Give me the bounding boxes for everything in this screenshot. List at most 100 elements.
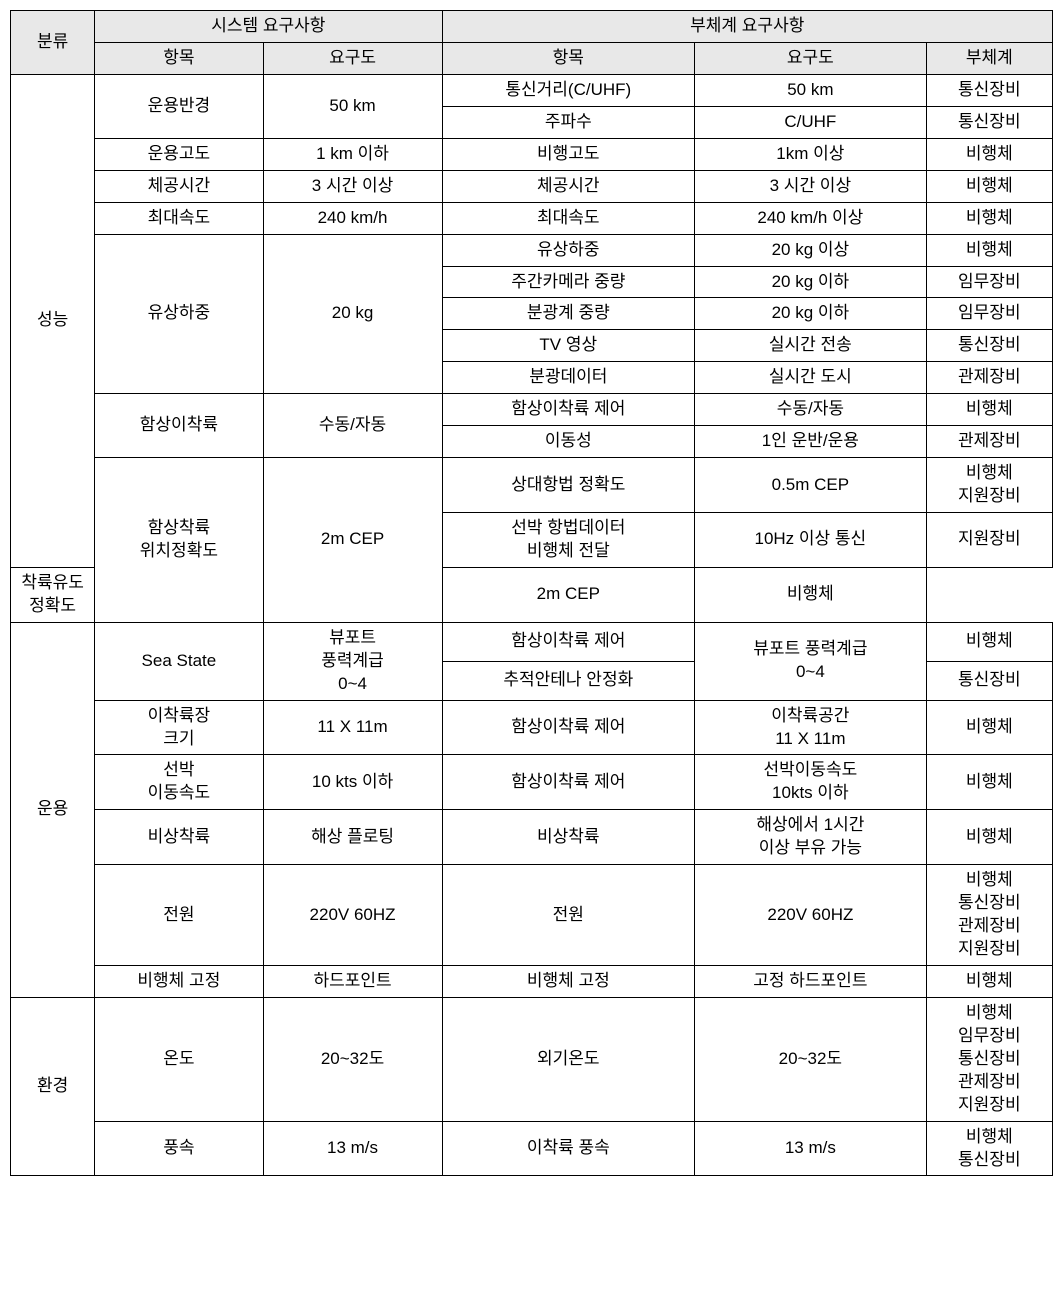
cell: 이동성 <box>442 426 695 458</box>
cell: 3 시간 이상 <box>263 170 442 202</box>
cell: 50 km <box>263 74 442 138</box>
cell: 분광계 중량 <box>442 298 695 330</box>
table-row: 선박 이동속도 10 kts 이하 함상이착륙 제어 선박이동속도 10kts … <box>11 755 1053 810</box>
cell: 비행체 임무장비 통신장비 관제장비 지원장비 <box>926 997 1052 1121</box>
cell: 통신거리(C/UHF) <box>442 74 695 106</box>
cell: 운용반경 <box>95 74 263 138</box>
cell: 임무장비 <box>926 266 1052 298</box>
cell: 20 kg <box>263 234 442 394</box>
cell: 하드포인트 <box>263 965 442 997</box>
cell: 풍속 <box>95 1121 263 1176</box>
cell: 최대속도 <box>95 202 263 234</box>
cell: 비행고도 <box>442 138 695 170</box>
cell: 10Hz 이상 통신 <box>695 513 927 568</box>
cell: 3 시간 이상 <box>695 170 927 202</box>
cell: 운용고도 <box>95 138 263 170</box>
cell: 50 km <box>695 74 927 106</box>
cell: 0.5m CEP <box>695 458 927 513</box>
cell: 통신장비 <box>926 661 1052 700</box>
cell: 함상이착륙 <box>95 394 263 458</box>
cell: 비행체 <box>926 394 1052 426</box>
cell: 1인 운반/운용 <box>695 426 927 458</box>
cell: 온도 <box>95 997 263 1121</box>
header-category: 분류 <box>11 11 95 75</box>
cell: 비행체 <box>695 567 927 622</box>
cell: 20 kg 이하 <box>695 298 927 330</box>
cell: 통신장비 <box>926 74 1052 106</box>
header-sub-item: 항목 <box>442 42 695 74</box>
cell: 유상하중 <box>442 234 695 266</box>
table-row: 비행체 고정 하드포인트 비행체 고정 고정 하드포인트 비행체 <box>11 965 1053 997</box>
table-body: 성능 운용반경 50 km 통신거리(C/UHF) 50 km 통신장비 주파수… <box>11 74 1053 1176</box>
table-row: 체공시간 3 시간 이상 체공시간 3 시간 이상 비행체 <box>11 170 1053 202</box>
cell: 20~32도 <box>695 997 927 1121</box>
cell: 선박 항법데이터 비행체 전달 <box>442 513 695 568</box>
cell: 수동/자동 <box>695 394 927 426</box>
category-operations: 운용 <box>11 622 95 997</box>
cell: 수동/자동 <box>263 394 442 458</box>
cell: 240 km/h <box>263 202 442 234</box>
table-row: 전원 220V 60HZ 전원 220V 60HZ 비행체 통신장비 관제장비 … <box>11 865 1053 966</box>
cell: 함상이착륙 제어 <box>442 622 695 661</box>
cell: 전원 <box>442 865 695 966</box>
cell: 추적안테나 안정화 <box>442 661 695 700</box>
cell: 2m CEP <box>442 567 695 622</box>
cell: 10 kts 이하 <box>263 755 442 810</box>
cell: 착륙유도 정확도 <box>11 567 95 622</box>
cell: 분광데이터 <box>442 362 695 394</box>
cell: 비행체 통신장비 관제장비 지원장비 <box>926 865 1052 966</box>
cell: 관제장비 <box>926 426 1052 458</box>
cell: 뷰포트 풍력계급 0~4 <box>695 622 927 700</box>
cell: 비행체 <box>926 138 1052 170</box>
cell: 비상착륙 <box>95 810 263 865</box>
header-subsystem: 부체계 <box>926 42 1052 74</box>
cell: 이착륙 풍속 <box>442 1121 695 1176</box>
cell: 관제장비 <box>926 362 1052 394</box>
cell: 유상하중 <box>95 234 263 394</box>
header-sub-reqval: 요구도 <box>695 42 927 74</box>
cell: 뷰포트 풍력계급 0~4 <box>263 622 442 700</box>
cell: 지원장비 <box>926 513 1052 568</box>
cell: 비행체 <box>926 234 1052 266</box>
cell: 최대속도 <box>442 202 695 234</box>
table-header: 분류 시스템 요구사항 부체계 요구사항 항목 요구도 항목 요구도 부체계 <box>11 11 1053 75</box>
cell: 비행체 고정 <box>95 965 263 997</box>
cell: 선박이동속도 10kts 이하 <box>695 755 927 810</box>
cell: 13 m/s <box>263 1121 442 1176</box>
header-system-req: 시스템 요구사항 <box>95 11 442 43</box>
requirements-table: 분류 시스템 요구사항 부체계 요구사항 항목 요구도 항목 요구도 부체계 성… <box>10 10 1053 1176</box>
cell: 함상이착륙 제어 <box>442 755 695 810</box>
cell: 비행체 고정 <box>442 965 695 997</box>
table-row: 함상이착륙 수동/자동 함상이착륙 제어 수동/자동 비행체 <box>11 394 1053 426</box>
cell: 240 km/h 이상 <box>695 202 927 234</box>
cell: 이착륙장 크기 <box>95 700 263 755</box>
category-performance: 성능 <box>11 74 95 567</box>
header-system-reqval: 요구도 <box>263 42 442 74</box>
table-row: 운용고도 1 km 이하 비행고도 1km 이상 비행체 <box>11 138 1053 170</box>
cell: 실시간 전송 <box>695 330 927 362</box>
cell: TV 영상 <box>442 330 695 362</box>
cell: 체공시간 <box>442 170 695 202</box>
table-row: 최대속도 240 km/h 최대속도 240 km/h 이상 비행체 <box>11 202 1053 234</box>
header-subsystem-req: 부체계 요구사항 <box>442 11 1053 43</box>
cell: 함상이착륙 제어 <box>442 700 695 755</box>
cell: 비행체 지원장비 <box>926 458 1052 513</box>
table-row: 풍속 13 m/s 이착륙 풍속 13 m/s 비행체 통신장비 <box>11 1121 1053 1176</box>
cell: 고정 하드포인트 <box>695 965 927 997</box>
category-environment: 환경 <box>11 997 95 1176</box>
table-row: 환경 온도 20~32도 외기온도 20~32도 비행체 임무장비 통신장비 관… <box>11 997 1053 1121</box>
cell: C/UHF <box>695 106 927 138</box>
cell: 함상착륙 위치정확도 <box>95 458 263 623</box>
cell: 비행체 <box>926 965 1052 997</box>
cell: 20~32도 <box>263 997 442 1121</box>
cell: 선박 이동속도 <box>95 755 263 810</box>
table-row: 함상착륙 위치정확도 2m CEP 상대항법 정확도 0.5m CEP 비행체 … <box>11 458 1053 513</box>
table-row: 유상하중 20 kg 유상하중 20 kg 이상 비행체 <box>11 234 1053 266</box>
cell: 220V 60HZ <box>695 865 927 966</box>
header-system-item: 항목 <box>95 42 263 74</box>
cell: 함상이착륙 제어 <box>442 394 695 426</box>
table-row: 비상착륙 해상 플로팅 비상착륙 해상에서 1시간 이상 부유 가능 비행체 <box>11 810 1053 865</box>
cell: 2m CEP <box>263 458 442 623</box>
cell: 비행체 통신장비 <box>926 1121 1052 1176</box>
cell: 비행체 <box>926 755 1052 810</box>
